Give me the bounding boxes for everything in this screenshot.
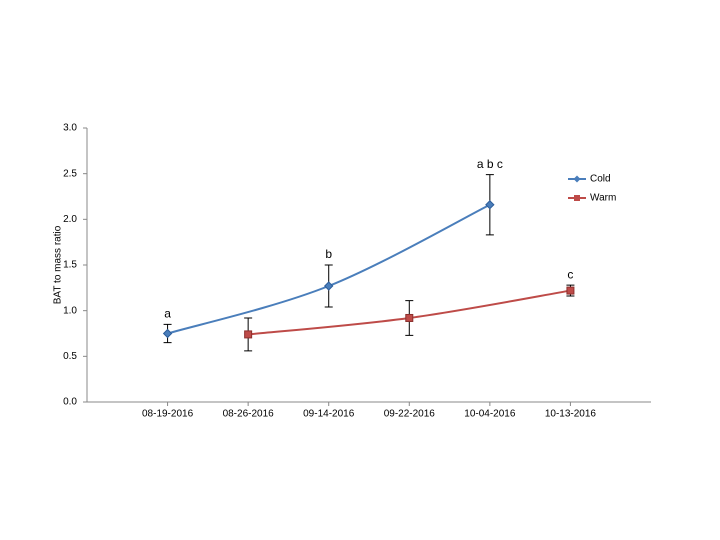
annotation: c xyxy=(567,267,573,281)
x-tick-label: 08-19-2016 xyxy=(142,409,194,420)
marker xyxy=(324,281,334,291)
y-tick-label: 3.0 xyxy=(63,123,77,134)
marker xyxy=(485,200,495,210)
y-tick-label: 2.0 xyxy=(63,214,77,225)
legend-label: Warm xyxy=(590,193,616,204)
marker xyxy=(244,330,253,339)
y-tick-label: 0.5 xyxy=(63,351,77,362)
marker xyxy=(566,286,575,295)
legend-marker xyxy=(574,195,580,201)
y-tick-label: 2.5 xyxy=(63,168,77,179)
annotation: a b c xyxy=(477,157,503,171)
x-tick-label: 08-26-2016 xyxy=(223,409,275,420)
annotation: b xyxy=(325,247,332,261)
x-tick-label: 09-14-2016 xyxy=(303,409,355,420)
legend-label: Cold xyxy=(590,174,611,185)
legend-marker xyxy=(573,175,581,183)
x-tick-label: 10-13-2016 xyxy=(545,409,597,420)
annotation: a xyxy=(164,307,171,321)
y-tick-label: 1.0 xyxy=(63,305,77,316)
y-tick-label: 0.0 xyxy=(63,397,77,408)
marker xyxy=(405,313,414,322)
y-tick-label: 1.5 xyxy=(63,260,77,271)
x-tick-label: 09-22-2016 xyxy=(384,409,436,420)
marker xyxy=(162,328,173,339)
x-tick-label: 10-04-2016 xyxy=(464,409,516,420)
y-axis-label: BAT to mass ratio xyxy=(53,225,64,304)
